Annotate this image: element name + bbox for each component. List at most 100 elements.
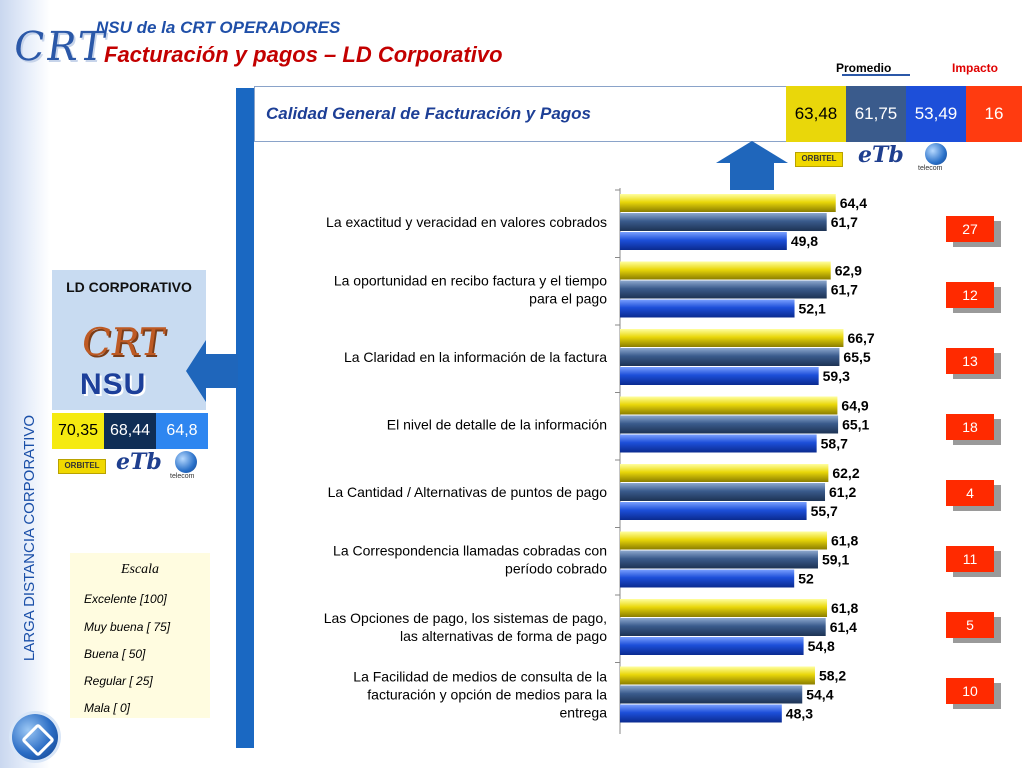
summary-value-orbitel: 63,48 [786, 86, 846, 142]
frame-line [254, 86, 1022, 87]
impacto-box: 18 [946, 414, 994, 440]
impacto-box: 12 [946, 282, 994, 308]
data-label: 61,8 [831, 533, 858, 549]
category-label: La Facilidad de medios de consulta de la… [353, 669, 607, 721]
bar [620, 261, 831, 280]
bar [620, 396, 838, 415]
bar-chart: La exactitud y veracidad en valores cobr… [324, 188, 875, 734]
data-label: 52,1 [799, 301, 826, 317]
summary-impacto: 16 [966, 86, 1022, 142]
bar [620, 483, 826, 501]
scale-item: Mala [ 0] [84, 701, 131, 715]
data-label: 64,9 [841, 398, 868, 414]
bar [620, 666, 815, 685]
promedio-underline [842, 74, 910, 76]
scale-legend [70, 553, 210, 718]
bar [620, 569, 795, 588]
bar [620, 329, 844, 347]
orbitel-logo: ORBITEL [795, 152, 843, 167]
etb-logo: eTb [116, 449, 162, 475]
data-label: 59,1 [822, 552, 849, 568]
bar [620, 637, 804, 655]
impacto-box: 27 [946, 216, 994, 242]
bar [620, 367, 819, 385]
promedio-header: Promedio [836, 61, 892, 75]
impacto-box: 4 [946, 480, 994, 506]
data-label: 49,8 [791, 233, 818, 249]
data-label: 62,2 [832, 465, 859, 481]
bar [620, 550, 818, 569]
page-subtitle: Facturación y pagos – LD Corporativo [104, 42, 503, 67]
panel-title: LD CORPORATIVO [66, 279, 192, 295]
impacto-box: 13 [946, 348, 994, 374]
telecom-logo-icon [175, 451, 197, 473]
panel-value-etb: 68,44 [104, 413, 156, 449]
panel-crt-logo: CRT [78, 320, 168, 364]
scale-item: Buena [ 50] [84, 647, 146, 661]
panel-value-telecom: 64,8 [156, 413, 208, 449]
data-label: 61,7 [831, 214, 858, 230]
category-label: La exactitud y veracidad en valores cobr… [326, 214, 607, 230]
scale-title: Escala [120, 562, 160, 577]
category-label: El nivel de detalle de la información [387, 417, 607, 433]
category-label: La oportunidad en recibo factura y el ti… [334, 273, 607, 307]
impacto-header: Impacto [952, 61, 999, 75]
panel-nsu-logo: NSU [80, 368, 147, 401]
data-label: 61,8 [831, 600, 858, 616]
data-label: 65,5 [843, 349, 870, 365]
ld-corporativo-panel [52, 270, 206, 410]
scale-item: Excelente [100] [84, 592, 167, 606]
scale-item: Muy buena [ 75] [84, 620, 171, 634]
side-decoration [0, 0, 50, 768]
globe-icon [12, 714, 58, 760]
data-label: 54,4 [806, 687, 833, 703]
data-label: 61,2 [829, 484, 856, 500]
page-title: NSU de la CRT OPERADORES [96, 18, 341, 37]
frame-line [254, 141, 786, 142]
data-label: 58,7 [821, 436, 848, 452]
impacto-box: 10 [946, 678, 994, 704]
bar [620, 685, 803, 704]
data-label: 59,3 [823, 368, 850, 384]
bar [620, 531, 828, 550]
bar [620, 348, 840, 366]
data-label: 61,7 [831, 282, 858, 298]
category-label: La Cantidad / Alternativas de puntos de … [328, 484, 608, 500]
scale-item: Regular [ 25] [84, 674, 153, 688]
bar [620, 599, 828, 617]
bar [620, 415, 839, 434]
bar [620, 213, 827, 231]
frame-line [254, 86, 255, 142]
category-label: La Correspondencia llamadas cobradas con… [333, 543, 607, 577]
left-arrow-icon [186, 340, 206, 402]
data-label: 64,4 [840, 195, 867, 211]
panel-value-orbitel: 70,35 [52, 413, 104, 449]
bar [620, 280, 827, 299]
bar [620, 194, 836, 212]
bar [620, 502, 807, 520]
summary-value-telecom: 53,49 [906, 86, 966, 142]
data-label: 48,3 [786, 706, 813, 722]
impacto-box: 11 [946, 546, 994, 572]
summary-label: Calidad General de Facturación y Pagos [266, 104, 591, 123]
bar [620, 232, 787, 250]
summary-value-etb: 61,75 [846, 86, 906, 142]
orbitel-logo: ORBITEL [58, 459, 106, 474]
data-label: 55,7 [811, 503, 838, 519]
left-arrow-body [204, 354, 238, 388]
etb-logo: eTb [858, 142, 904, 168]
side-label: LARGA DISTANCIA CORPORATIVO [21, 414, 38, 662]
bar [620, 618, 826, 636]
telecom-logo-icon [925, 143, 947, 165]
data-label: 66,7 [847, 330, 874, 346]
telecom-logo-text: telecom [170, 473, 195, 480]
bar [620, 434, 817, 453]
vertical-accent-bar [236, 88, 254, 748]
bar [620, 299, 795, 318]
up-arrow-stem [730, 162, 774, 190]
impacto-box: 5 [946, 612, 994, 638]
data-label: 62,9 [835, 263, 862, 279]
category-label: La Claridad en la información de la fact… [344, 349, 607, 365]
bar [620, 464, 829, 482]
data-label: 61,4 [830, 619, 857, 635]
